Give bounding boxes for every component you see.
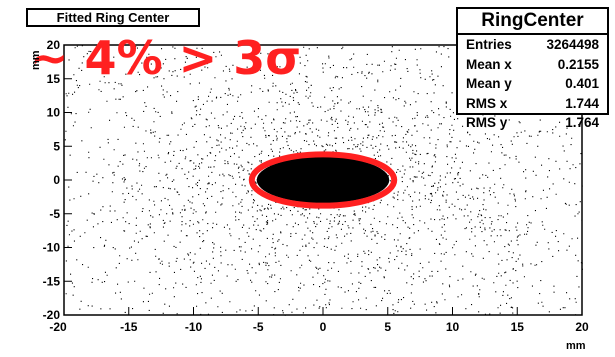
stats-value: 1.744 (565, 95, 599, 111)
y-tick-label: 20 (47, 38, 61, 52)
y-tick-label: -15 (43, 274, 61, 288)
stats-label: Mean x (466, 56, 512, 72)
stats-value: 0.401 (565, 76, 599, 91)
stats-label: Mean y (466, 76, 512, 91)
x-axis: -20 -15 -10 -5 0 5 10 15 20 (49, 307, 589, 334)
stats-label: Entries (466, 37, 512, 52)
x-tick-label: -20 (49, 320, 67, 334)
y-tick-label: 10 (47, 106, 61, 120)
stats-value: 0.2155 (557, 56, 599, 72)
y-tick-label: 0 (53, 173, 60, 187)
stats-label: RMS y (466, 115, 508, 130)
y-tick-label: -10 (43, 241, 61, 255)
stats-label: RMS x (466, 95, 508, 111)
stats-row-entries: Entries 3264498 (458, 35, 607, 55)
sigma-annotation: ~ 4% > 3σ (30, 31, 302, 85)
y-tick-label: 5 (53, 139, 60, 153)
y-tick-label: -5 (49, 207, 60, 221)
x-tick-label: 15 (511, 320, 525, 334)
x-tick-label: -10 (185, 320, 203, 334)
x-tick-label: -15 (120, 320, 138, 334)
chart-title: Fitted Ring Center (26, 8, 200, 27)
x-tick-label: 20 (575, 320, 589, 334)
dense-core (256, 156, 390, 204)
x-tick-label: 10 (446, 320, 460, 334)
scatter-points-path (64, 45, 584, 316)
stats-title: RingCenter (458, 9, 607, 35)
y-axis: -20 -15 -10 -5 0 5 10 15 20 (43, 38, 72, 322)
y-axis-label: mm (30, 50, 42, 70)
stats-row-mean-y: Mean y 0.401 (458, 74, 607, 94)
stats-row-mean-x: Mean x 0.2155 (458, 55, 607, 75)
scatter-points (64, 45, 584, 316)
stats-row-rms-x: RMS x 1.744 (458, 94, 607, 114)
stats-box: RingCenter Entries 3264498 Mean x 0.2155… (456, 7, 609, 130)
x-tick-label: 5 (384, 320, 391, 334)
highlight-ellipse (248, 151, 398, 209)
y-tick-label: 15 (47, 72, 61, 86)
stats-value: 3264498 (546, 37, 599, 52)
x-axis-label: mm (566, 340, 586, 352)
x-tick-label: 0 (320, 320, 327, 334)
y-tick-label: -20 (43, 308, 61, 322)
x-tick-label: -5 (253, 320, 264, 334)
dense-core-fill (256, 156, 390, 204)
stats-value: 1.764 (565, 115, 599, 130)
stats-row-rms-y: RMS y 1.764 (458, 113, 607, 133)
